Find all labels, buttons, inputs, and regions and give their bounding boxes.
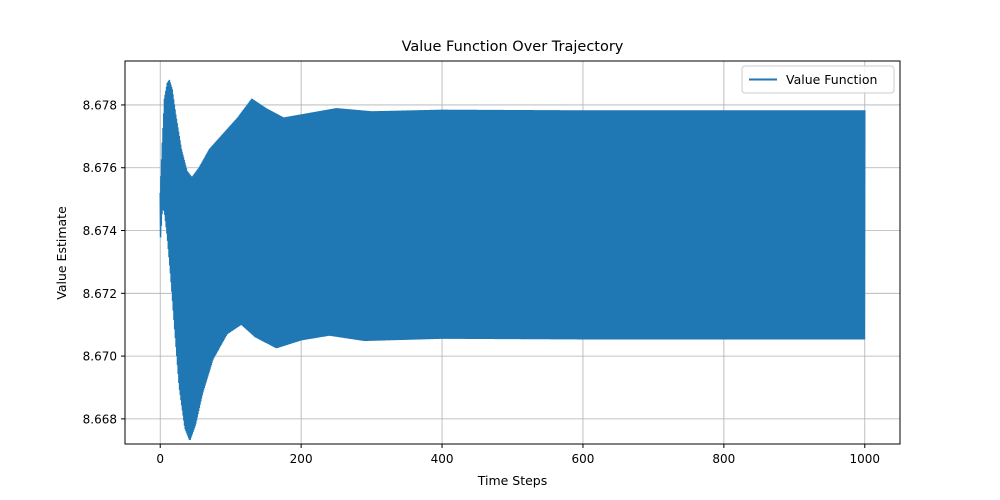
- x-tick-label: 0: [156, 452, 164, 466]
- x-tick-label: 600: [572, 452, 595, 466]
- legend-label: Value Function: [786, 72, 877, 87]
- x-tick-label: 200: [290, 452, 313, 466]
- x-axis-label: Time Steps: [477, 473, 548, 488]
- y-tick-label: 8.678: [83, 98, 117, 112]
- x-tick-label: 1000: [849, 452, 880, 466]
- y-tick-label: 8.676: [83, 161, 117, 175]
- y-tick-label: 8.672: [83, 287, 117, 301]
- x-axis: 0 200 400 600 800 1000: [156, 444, 880, 466]
- chart-title: Value Function Over Trajectory: [402, 39, 624, 55]
- x-tick-label: 800: [712, 452, 735, 466]
- y-tick-label: 8.670: [83, 350, 117, 364]
- series-layer: [159, 79, 866, 440]
- x-tick-label: 400: [431, 452, 454, 466]
- legend-box: [741, 65, 895, 94]
- series-line-value-function: [159, 79, 866, 440]
- legend: Value Function: [741, 65, 895, 94]
- y-tick-label: 8.668: [83, 412, 117, 426]
- axes-frame: [124, 60, 901, 445]
- y-axis-label: Value Estimate: [54, 206, 69, 300]
- y-tick-label: 8.674: [83, 224, 117, 238]
- y-axis: 8.668 8.670 8.672 8.674 8.676 8.678: [83, 98, 125, 426]
